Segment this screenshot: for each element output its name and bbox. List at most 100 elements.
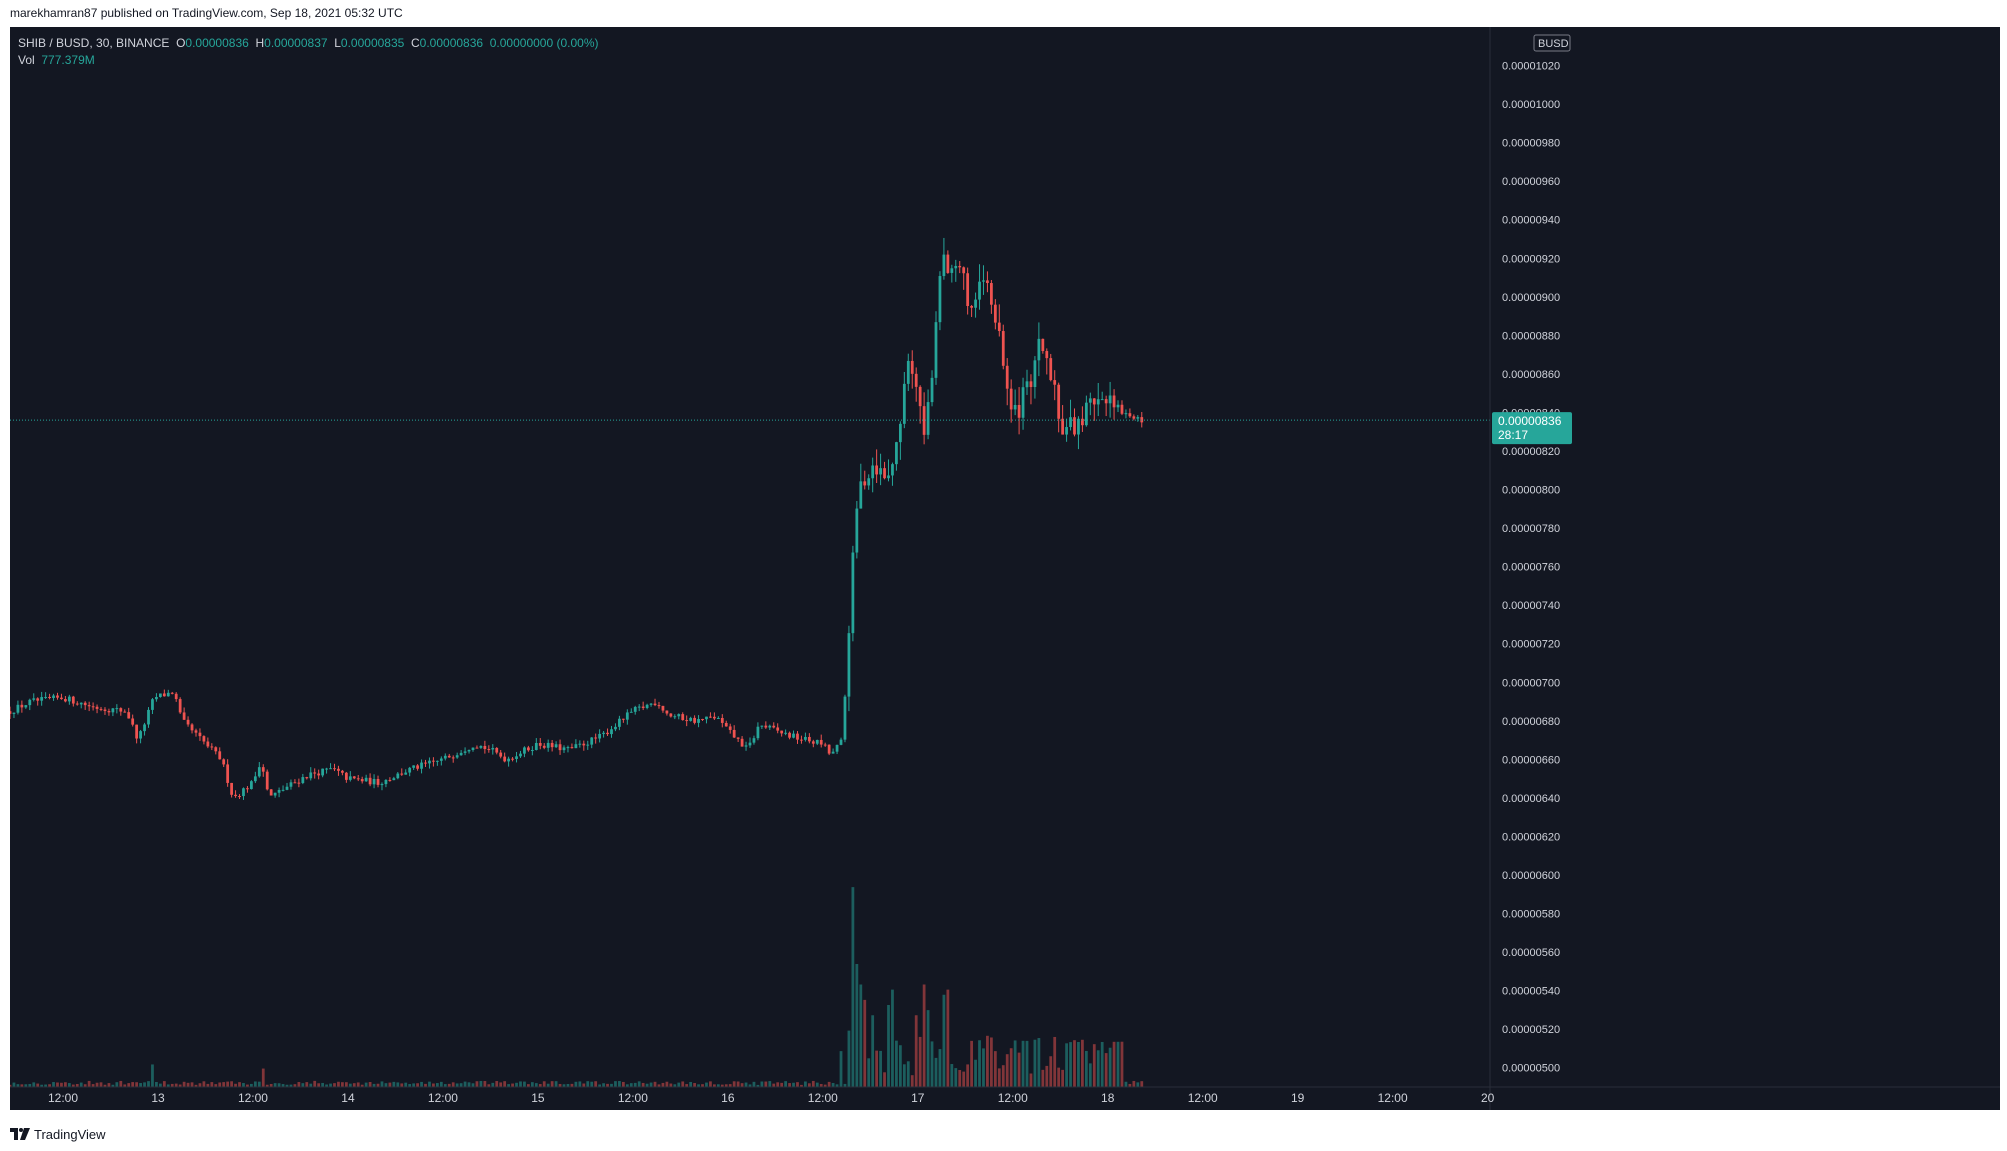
candle-body <box>922 406 926 435</box>
price-tick-label: 0.00000820 <box>1502 446 1560 458</box>
price-axis: 0.00000500 0.00000520 0.00000540 0.00000560… <box>1489 27 1560 1110</box>
candle-body <box>123 711 127 713</box>
volume-bar <box>879 1050 882 1087</box>
volume-bar <box>602 1083 605 1087</box>
volume-bar <box>1057 1067 1061 1087</box>
candle-body <box>471 747 475 750</box>
volume-bar <box>1073 1040 1076 1087</box>
volume-bar <box>242 1083 245 1087</box>
candle-body <box>483 745 487 750</box>
volume-bar <box>922 984 926 1087</box>
volume-bar <box>582 1083 586 1087</box>
candle-body <box>257 767 261 777</box>
candle-body <box>151 699 154 710</box>
volume-bar <box>653 1081 657 1087</box>
price-tick-label: 0.00000880 <box>1502 330 1560 342</box>
candle-body <box>48 696 51 699</box>
candle-body <box>242 788 245 797</box>
candle-body <box>807 736 811 742</box>
volume-bar <box>1112 1041 1116 1087</box>
price-tick-label: 0.00001000 <box>1502 99 1560 111</box>
open-label: O <box>176 36 186 50</box>
candle-body <box>190 724 194 731</box>
volume-bar <box>1140 1081 1144 1087</box>
candle-body <box>246 788 249 790</box>
candle-body <box>428 760 431 764</box>
volume-bar <box>1092 1044 1096 1087</box>
volume-bar <box>317 1083 321 1087</box>
volume-bar <box>614 1081 617 1087</box>
candle-body <box>170 692 174 694</box>
candle-body <box>222 759 226 765</box>
volume-bar <box>376 1083 380 1087</box>
volume-bar <box>333 1083 336 1087</box>
candle-body <box>586 744 590 746</box>
volume-bar <box>788 1083 791 1087</box>
volume-bar <box>804 1081 807 1087</box>
candle-body <box>1088 398 1092 403</box>
volume-bar <box>12 1082 16 1087</box>
candle-body <box>1057 384 1061 419</box>
price-tick-label: 0.00000920 <box>1502 253 1560 265</box>
volume-bar <box>202 1081 206 1087</box>
volume-bar <box>618 1081 621 1087</box>
candle-body <box>875 465 879 475</box>
volume-bar <box>380 1081 384 1087</box>
candle-body <box>281 789 285 791</box>
candle-body <box>740 738 744 747</box>
volume-bar <box>119 1080 123 1087</box>
candle-body <box>139 731 142 739</box>
volume-bar <box>966 1064 970 1087</box>
volume-bar <box>234 1083 237 1087</box>
candle-body <box>459 752 463 756</box>
candlestick-chart[interactable]: 0.00000500 0.00000520 0.00000540 0.00000560… <box>10 27 2000 1110</box>
volume-bar <box>99 1082 103 1087</box>
chart-pane[interactable]: 0.00000500 0.00000520 0.00000540 0.00000560… <box>10 27 2000 1110</box>
candle-body <box>843 696 847 740</box>
volume-bar <box>432 1083 435 1087</box>
volume-bar <box>210 1082 214 1087</box>
candle-body <box>250 781 253 790</box>
candle-body <box>934 322 938 378</box>
volume-bar <box>135 1082 139 1087</box>
volume-bar <box>222 1082 226 1087</box>
volume-bar <box>67 1083 71 1087</box>
volume-bar <box>305 1082 309 1087</box>
volume-bar <box>661 1082 665 1087</box>
candle-body <box>1053 380 1057 385</box>
candle-body <box>325 768 328 770</box>
candle-body <box>265 771 269 790</box>
volume-bar <box>439 1081 443 1087</box>
candle-body <box>20 704 24 708</box>
candle-body <box>404 772 408 775</box>
footer-brand[interactable]: TradingView <box>10 1125 106 1143</box>
symbol-name[interactable]: SHIB / BUSD, 30, BINANCE <box>18 36 170 50</box>
close-label: C <box>411 36 420 50</box>
candle-body <box>716 718 720 720</box>
candle-body <box>495 747 499 753</box>
volume-bar <box>388 1082 392 1087</box>
candle-body <box>16 704 20 713</box>
volume-bar <box>586 1081 590 1087</box>
candle-body <box>1009 388 1013 410</box>
currency-label[interactable]: BUSD <box>1533 34 1571 52</box>
candle-body <box>966 273 970 306</box>
volume-bar <box>930 1041 934 1087</box>
volume-bar <box>71 1084 75 1087</box>
time-tick-label: 18 <box>1101 1091 1115 1105</box>
price-tick-label: 0.00000860 <box>1502 369 1560 381</box>
volume-bar <box>111 1084 115 1087</box>
volume-row: Vol 777.379M <box>18 52 599 69</box>
candle-body <box>1037 338 1041 361</box>
volume-bar <box>218 1082 222 1087</box>
candle-body <box>103 709 107 712</box>
candle-body <box>530 749 534 751</box>
volume-label[interactable]: Vol <box>18 53 35 67</box>
volume-bar <box>198 1083 202 1087</box>
candle-body <box>416 765 419 769</box>
candle-body <box>344 772 348 780</box>
bar-countdown: 28:17 <box>1498 428 1528 442</box>
candle-body <box>681 714 685 721</box>
volume-bar <box>443 1084 447 1087</box>
candle-body <box>1005 365 1009 389</box>
